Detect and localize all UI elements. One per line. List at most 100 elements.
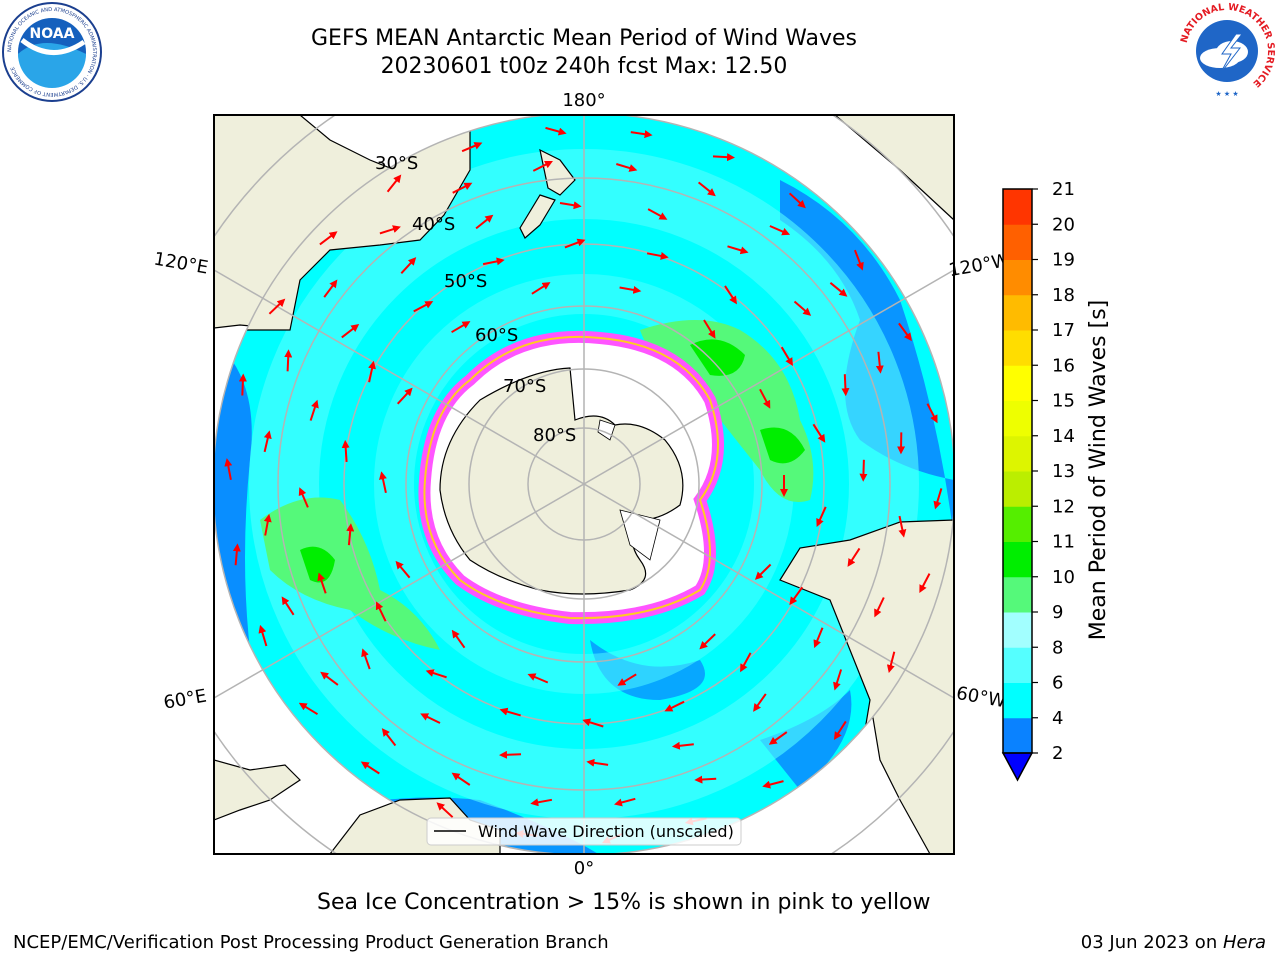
lat-label-80: 80°S	[533, 425, 576, 446]
colorbar-segment	[1003, 541, 1032, 578]
colorbar-tick-label: 20	[1052, 214, 1075, 235]
colorbar-segment	[1003, 506, 1032, 542]
wind-wave-arrow	[740, 652, 752, 673]
wind-wave-arrow	[386, 174, 402, 193]
colorbar-tick-label: 17	[1052, 320, 1075, 341]
wind-wave-arrow	[379, 471, 387, 494]
wind-wave-arrow	[545, 126, 567, 136]
wind-wave-arrow	[461, 142, 483, 153]
lon-label-60w: 60°W	[955, 683, 1008, 712]
nws-logo-icon: NATIONAL WEATHER SERVICE ★ ★ ★	[1179, 2, 1276, 98]
colorbar-tick-label: 8	[1052, 637, 1063, 658]
wind-wave-arrow	[780, 346, 793, 367]
footer-right: 03 Jun 2023 on Hera	[1081, 932, 1266, 953]
map-frame	[213, 114, 955, 855]
wind-wave-arrow	[232, 543, 241, 566]
wind-wave-arrow	[298, 487, 309, 508]
wind-wave-arrow	[475, 214, 494, 230]
wind-wave-arrow	[451, 321, 471, 334]
wind-wave-arrow	[724, 285, 737, 305]
colorbar-segment	[1003, 189, 1032, 225]
footer-date: 03 Jun 2023 on	[1080, 932, 1223, 953]
wind-wave-arrow	[898, 322, 912, 342]
colorbar-segment	[1003, 682, 1032, 719]
colorbar-tick-label: 12	[1052, 496, 1075, 517]
colorbar-segment	[1003, 717, 1032, 754]
wind-wave-arrow	[833, 669, 843, 691]
wind-wave-arrow	[793, 300, 812, 316]
wind-wave-arrow	[875, 351, 884, 374]
colorbar-tick-label: 9	[1052, 602, 1063, 623]
wind-wave-arrow	[320, 671, 339, 686]
wind-wave-arrow	[309, 399, 319, 421]
colorbar: 2 4 6 8 9 10 11 12 13 14 15 16 17 18 19 20 21	[1001, 179, 1075, 782]
lat-label-40: 40°S	[412, 214, 455, 235]
chart-title: GEFS MEAN Antarctic Mean Period of Wind …	[311, 26, 857, 51]
wind-wave-arrow	[753, 693, 767, 712]
svg-text:★ ★ ★: ★ ★ ★	[1215, 90, 1238, 98]
wind-wave-arrow	[499, 707, 521, 717]
wind-wave-arrow	[284, 349, 293, 372]
footer-left: NCEP/EMC/Verification Post Processing Pr…	[13, 932, 609, 953]
chart-subtitle: 20230601 t00z 240h fcst Max: 12.50	[380, 54, 788, 79]
colorbar-segment	[1003, 224, 1032, 260]
lon-label-120w: 120°W	[947, 250, 1011, 281]
colorbar-segment	[1003, 612, 1032, 648]
wind-wave-arrow	[530, 798, 553, 807]
sea-ice-ring	[418, 330, 724, 625]
lat-label-30: 30°S	[375, 153, 418, 174]
colorbar-tick-label: 16	[1052, 355, 1075, 376]
wind-wave-arrow	[436, 802, 454, 818]
wind-wave-arrow	[368, 360, 376, 383]
wind-wave-arrow	[694, 775, 717, 784]
colorbar-segment	[1003, 330, 1032, 366]
colorbar-tick-label: 13	[1052, 461, 1075, 482]
wind-wave-arrow	[451, 629, 466, 649]
sea-ice-caption: Sea Ice Concentration > 15% is shown in …	[317, 890, 931, 915]
graticule	[214, 115, 954, 854]
lat-label-60: 60°S	[475, 325, 518, 346]
wind-wave-arrow	[482, 257, 505, 266]
wind-wave-arrow	[647, 208, 668, 220]
footer-host: Hera	[1222, 932, 1266, 953]
wind-wave-arrow	[319, 231, 338, 246]
wind-wave-arrow	[769, 225, 791, 236]
wind-wave-arrow	[400, 257, 417, 274]
wind-wave-arrow	[263, 513, 272, 536]
wind-wave-arrow	[258, 624, 268, 647]
wind-wave-arrow	[619, 285, 642, 294]
wind-wave-arrow	[671, 741, 694, 750]
wind-wave-arrow	[268, 298, 286, 315]
wind-wave-arrow	[381, 728, 397, 747]
wind-wave-arrow	[582, 718, 604, 728]
wind-wave-arrow	[833, 720, 847, 740]
wind-wave-arrow	[499, 750, 522, 759]
wind-wave-arrow	[263, 430, 272, 453]
wind-wave-arrow	[224, 458, 233, 480]
lon-label-60e: 60°E	[162, 685, 208, 713]
wind-wave-arrow	[616, 163, 638, 172]
wind-wave-arrow	[841, 374, 850, 397]
wind-wave-arrow	[816, 506, 827, 527]
latitude-labels: 30°S 40°S 50°S 60°S 70°S 80°S	[375, 153, 576, 446]
wind-wave-arrow	[238, 373, 247, 396]
wind-wave-arrow	[614, 797, 636, 807]
wind-wave-arrow	[564, 238, 586, 249]
wind-wave-arrow	[859, 459, 868, 482]
wind-wave-arrow	[375, 601, 387, 622]
colorbar-segment	[1003, 259, 1032, 296]
map-area: Wind Wave Direction (unscaled)	[214, 115, 954, 854]
wind-wave-arrow	[727, 245, 749, 255]
colorbar-label: Mean Period of Wind Waves [s]	[1086, 300, 1111, 640]
wind-wave-arrow	[829, 282, 848, 297]
wind-wave-arrow	[341, 439, 350, 462]
wind-wave-arrow	[617, 673, 637, 686]
colorbar-tick-label: 10	[1052, 567, 1075, 588]
wind-wave-arrow	[712, 153, 735, 162]
colorbar-segment	[1003, 647, 1032, 683]
wind-wave-arrow	[559, 201, 582, 210]
wind-wave-arrows	[224, 126, 943, 844]
lon-label-0: 0°	[574, 858, 594, 879]
colorbar-tick-label: 4	[1052, 708, 1063, 729]
colorbar-tick-label: 15	[1052, 391, 1075, 412]
